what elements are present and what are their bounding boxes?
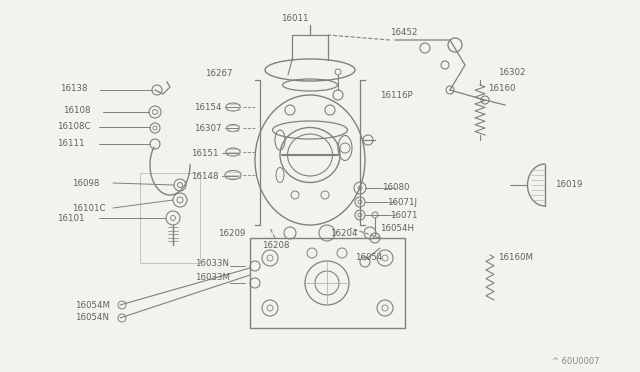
Text: 16054M: 16054M <box>75 301 110 310</box>
Text: 16160M: 16160M <box>498 253 533 263</box>
Text: 16452: 16452 <box>390 28 417 36</box>
Text: 16033M: 16033M <box>195 273 230 282</box>
Text: 16148: 16148 <box>191 171 218 180</box>
Text: 16071: 16071 <box>390 211 417 219</box>
Text: 16071J: 16071J <box>387 198 417 206</box>
Text: 16101C: 16101C <box>72 203 106 212</box>
Text: 16019: 16019 <box>555 180 582 189</box>
Text: 16101: 16101 <box>57 214 84 222</box>
Text: ^ 60U0007: ^ 60U0007 <box>552 357 600 366</box>
Text: 16111: 16111 <box>57 138 84 148</box>
Text: 16033N: 16033N <box>195 259 229 267</box>
Text: 16138: 16138 <box>60 83 88 93</box>
Text: 16054H: 16054H <box>380 224 414 232</box>
Text: 16160: 16160 <box>488 83 515 93</box>
Text: 16098: 16098 <box>72 179 99 187</box>
Text: 16080: 16080 <box>382 183 410 192</box>
Bar <box>140 173 200 263</box>
Text: 16108C: 16108C <box>57 122 90 131</box>
Text: 16151: 16151 <box>191 148 218 157</box>
Text: 16208: 16208 <box>262 241 289 250</box>
Text: 16302: 16302 <box>498 67 525 77</box>
Bar <box>250 238 405 328</box>
Text: 16154: 16154 <box>194 103 221 112</box>
Text: 16267: 16267 <box>205 68 232 77</box>
Text: 16116P: 16116P <box>380 90 413 99</box>
Text: 16011: 16011 <box>281 13 308 22</box>
Text: 16204: 16204 <box>330 228 358 237</box>
Text: 16108: 16108 <box>63 106 90 115</box>
Text: 16054: 16054 <box>355 253 383 263</box>
Text: 16209: 16209 <box>218 228 245 237</box>
Text: 16054N: 16054N <box>75 314 109 323</box>
Text: 16307: 16307 <box>194 124 221 132</box>
